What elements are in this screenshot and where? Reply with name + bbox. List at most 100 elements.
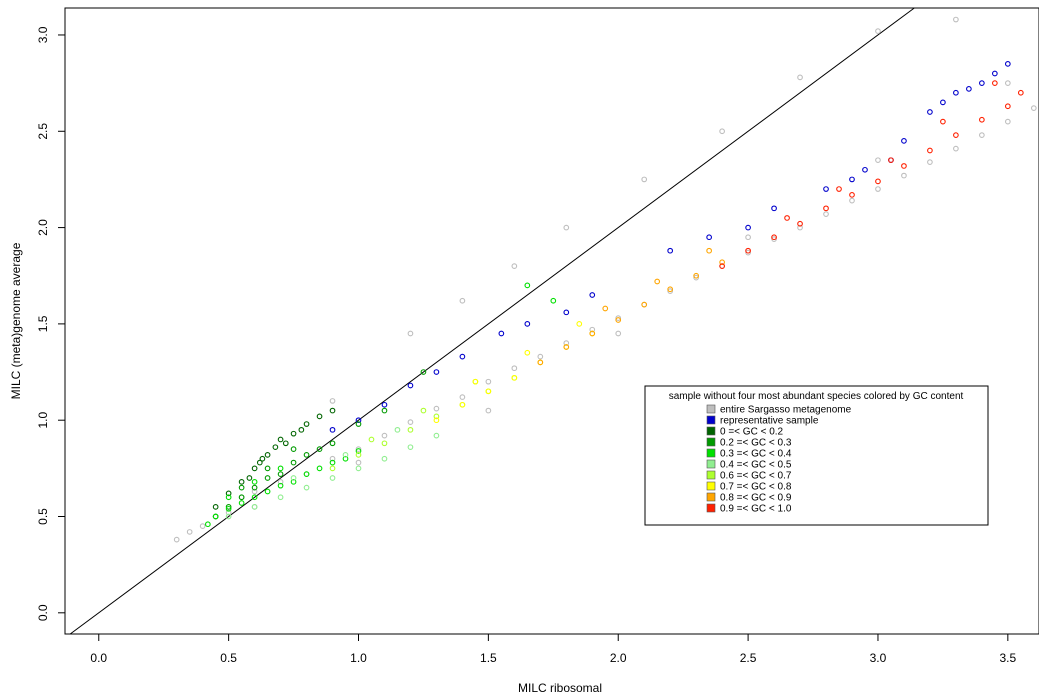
data-point	[316, 465, 323, 472]
data-point	[290, 446, 297, 452]
data-point	[940, 118, 946, 125]
data-point	[719, 263, 725, 269]
data-point	[875, 186, 881, 192]
data-point	[225, 509, 232, 516]
data-point	[771, 205, 777, 212]
series-1	[329, 61, 1011, 433]
data-point	[576, 321, 583, 327]
data-point	[199, 523, 206, 529]
data-point	[303, 452, 310, 458]
data-point	[953, 132, 959, 138]
series-8	[537, 247, 725, 366]
x-tick-label: 2.0	[610, 651, 627, 665]
data-point	[381, 440, 388, 447]
data-point	[225, 513, 232, 520]
data-point	[849, 197, 855, 204]
legend-swatch	[706, 459, 716, 469]
data-point	[212, 504, 219, 510]
data-point	[329, 465, 336, 472]
data-point	[966, 86, 972, 92]
data-point	[459, 394, 466, 400]
data-point	[329, 398, 336, 404]
y-tick-label: 1.5	[36, 315, 50, 332]
data-point	[498, 330, 505, 337]
series-2	[212, 407, 336, 510]
y-axis: 0.0 0.5 1.0 1.5 2.0 2.5 3.0	[36, 26, 66, 621]
data-point	[394, 426, 401, 433]
data-point	[667, 288, 674, 294]
data-point	[706, 234, 712, 241]
data-point	[485, 378, 492, 385]
data-point	[745, 249, 751, 256]
data-point	[381, 401, 388, 408]
data-point	[459, 401, 466, 408]
data-point	[849, 191, 855, 198]
data-point	[407, 444, 414, 451]
data-point	[511, 365, 518, 372]
data-point	[823, 186, 829, 192]
data-point	[277, 494, 284, 501]
data-point	[667, 286, 674, 293]
y-tick-label: 0.0	[36, 604, 50, 621]
data-point	[355, 417, 362, 424]
legend-swatch	[706, 415, 716, 425]
data-point	[654, 278, 661, 285]
data-point	[251, 484, 258, 491]
data-point	[407, 419, 414, 425]
data-point	[329, 459, 336, 466]
data-point	[550, 297, 557, 304]
data-point	[407, 426, 414, 433]
data-point	[667, 247, 674, 254]
data-point	[212, 513, 219, 520]
data-point	[511, 263, 518, 269]
data-point	[251, 494, 258, 501]
data-point	[186, 529, 193, 535]
x-tick-label: 3.0	[870, 651, 887, 665]
data-point	[277, 482, 284, 489]
legend-swatch	[706, 503, 716, 513]
data-point	[225, 490, 232, 497]
data-point	[329, 407, 336, 414]
data-point	[589, 326, 596, 333]
data-point	[303, 421, 310, 427]
data-point	[407, 382, 414, 389]
data-point	[589, 292, 596, 298]
legend-entry: 0.3 =< GC < 0.4	[706, 449, 792, 460]
data-point	[693, 274, 700, 281]
data-point	[264, 488, 271, 495]
data-point	[277, 478, 284, 485]
x-tick-label: 1.5	[480, 651, 497, 665]
reference-line	[69, 7, 915, 635]
legend-label: representative sample	[720, 416, 819, 427]
legend-label: entire Sargasso metagenome	[720, 405, 852, 416]
data-point	[563, 224, 570, 231]
y-tick-label: 1.0	[36, 412, 50, 429]
data-point	[797, 224, 803, 231]
legend-label: 0.3 =< GC < 0.4	[720, 449, 792, 460]
data-point	[381, 432, 388, 439]
data-point	[641, 301, 648, 308]
data-point	[251, 488, 258, 495]
data-point	[901, 138, 907, 144]
data-point	[368, 436, 375, 443]
data-point	[173, 536, 180, 543]
data-point	[277, 465, 284, 472]
data-point	[238, 494, 245, 501]
data-point	[1004, 80, 1011, 86]
data-point	[225, 505, 232, 512]
data-point	[277, 471, 284, 477]
y-tick-label: 2.0	[36, 219, 50, 236]
data-point	[459, 297, 466, 304]
data-point	[407, 330, 414, 337]
data-point	[875, 178, 881, 185]
data-point	[823, 205, 829, 212]
x-axis: 0.0 0.5 1.0 1.5 2.0 2.5 3.0 3.5	[90, 633, 1016, 665]
x-tick-label: 0.5	[220, 651, 237, 665]
y-axis-title: MILC (meta)genome average	[9, 242, 23, 399]
data-point	[225, 494, 232, 501]
data-point	[433, 417, 440, 424]
data-point	[355, 448, 362, 454]
data-point	[290, 430, 297, 437]
data-point	[355, 452, 362, 458]
data-point	[290, 459, 297, 466]
